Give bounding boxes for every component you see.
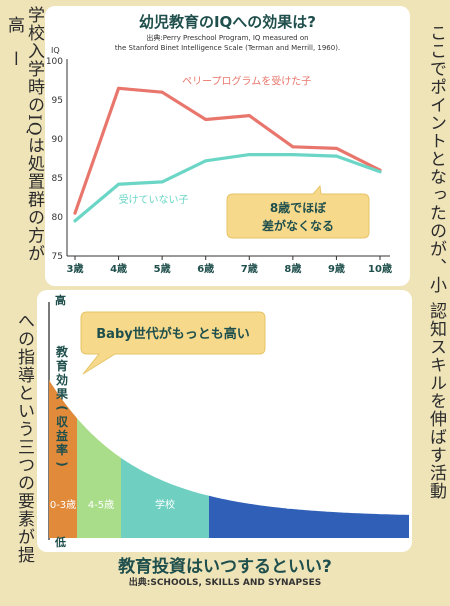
segment-label-3: 学校 xyxy=(155,498,175,511)
data-point xyxy=(160,180,164,184)
y-tick-label: 90 xyxy=(52,135,64,145)
x-tick-label: 6歳 xyxy=(197,262,214,275)
segment-label-4: 学校卒業後 xyxy=(284,498,334,511)
data-point xyxy=(73,219,77,223)
y-tick-label: 80 xyxy=(52,213,64,223)
investment-caption: 教育投資はいつするといい? xyxy=(118,557,332,577)
y-tick-label: 85 xyxy=(52,174,63,184)
data-point xyxy=(291,145,295,149)
y-axis-title-char: 果 xyxy=(55,387,68,401)
data-point xyxy=(117,86,121,90)
y-axis-title-char: 率 xyxy=(56,442,68,457)
data-point xyxy=(378,170,382,174)
book-text-left-2: への指導という三つの要素が提 xyxy=(14,312,34,564)
callout-line-1: 8歳でほぼ xyxy=(270,200,327,215)
book-text-left-1: 学校入学時のIQは処置群の方が xyxy=(24,6,44,263)
book-text-right-1: ここでポイントとなったのが、小 xyxy=(426,24,446,294)
data-point xyxy=(291,153,295,157)
baby-bubble: Baby世代がもっとも高い xyxy=(80,311,266,375)
series-line-2 xyxy=(73,153,382,223)
data-point xyxy=(73,211,77,215)
data-point xyxy=(204,159,208,163)
segment-area-2 xyxy=(77,418,121,538)
book-text-edge-2: ー xyxy=(4,50,24,68)
series-label-2: 受けていない子 xyxy=(119,194,189,206)
return-chart-card: 0-3歳 4-5歳 学校 学校卒業後 高低 教育効果 ( 収益率) Baby世代がもっとも高い xyxy=(37,290,412,552)
investment-source: 出典:SCHOOLS, SKILLS AND SYNAPSES xyxy=(128,578,322,588)
x-tick-label: 3歳 xyxy=(67,262,84,275)
iq-chart-source-1: 出典:Perry Preschool Program, IQ measured … xyxy=(146,34,309,42)
bubble-shape xyxy=(80,311,266,375)
y-low-label: 低 xyxy=(54,535,66,549)
y-axis-title-char: 教 xyxy=(55,344,69,359)
data-point xyxy=(117,182,121,186)
segment-area-1 xyxy=(49,380,77,538)
callout-bubble xyxy=(226,184,370,239)
data-point xyxy=(247,114,251,118)
data-point xyxy=(204,118,208,121)
series-line-1 xyxy=(73,86,382,215)
data-point xyxy=(334,154,338,158)
segment-label-1: 0-3歳 xyxy=(50,499,76,511)
x-tick-label: 8歳 xyxy=(284,262,301,275)
book-text-right-2: 認知スキルを伸ばす活動 xyxy=(426,302,446,500)
book-text-edge-1: 高 xyxy=(4,16,24,34)
y-axis-title-char: 効 xyxy=(56,372,68,387)
series-label-1: ペリープログラムを受けた子 xyxy=(182,74,311,87)
y-tick-label: 75 xyxy=(52,252,63,262)
iq-line-chart: 75 80 85 90 95 100 IQ 3歳 4歳 5歳 6歳 7歳 8歳 9歳 10歳 ペリープログラム… xyxy=(46,46,392,275)
x-tick-label: 4歳 xyxy=(110,262,127,275)
iq-chart-source-2: the Stanford Binet Intelligence Scale (T… xyxy=(114,44,341,52)
y-high-label: 高 xyxy=(55,293,66,307)
y-tick-label: 95 xyxy=(52,96,63,106)
segment-label-2: 4-5歳 xyxy=(88,499,114,511)
callout-line-2: 差がなくなる xyxy=(261,218,334,233)
y-axis-title-char: 育 xyxy=(56,358,68,373)
segment-area-4 xyxy=(209,495,409,538)
x-tick-label: 7歳 xyxy=(241,262,258,275)
iq-chart-card: 幼児教育のIQへの効果は? 出典:Perry Preschool Program… xyxy=(45,6,410,286)
y-unit-label: IQ xyxy=(51,46,60,55)
y-tick-label: 100 xyxy=(46,57,63,67)
y-axis-title-char: ( xyxy=(55,405,69,410)
y-axis-title-char: ) xyxy=(55,461,69,466)
y-axis-title-char: 収 xyxy=(56,415,69,429)
data-point xyxy=(334,146,338,150)
data-point xyxy=(247,153,251,157)
x-tick-label: 9歳 xyxy=(328,262,345,275)
data-point xyxy=(160,90,164,94)
bubble-text: Baby世代がもっとも高い xyxy=(96,326,249,342)
segment-area-3 xyxy=(121,457,209,538)
y-axis-title-char: 益 xyxy=(56,428,68,443)
x-tick-label: 5歳 xyxy=(154,262,171,275)
x-tick-label: 10歳 xyxy=(368,262,392,275)
iq-chart-title: 幼児教育のIQへの効果は? xyxy=(138,13,317,31)
